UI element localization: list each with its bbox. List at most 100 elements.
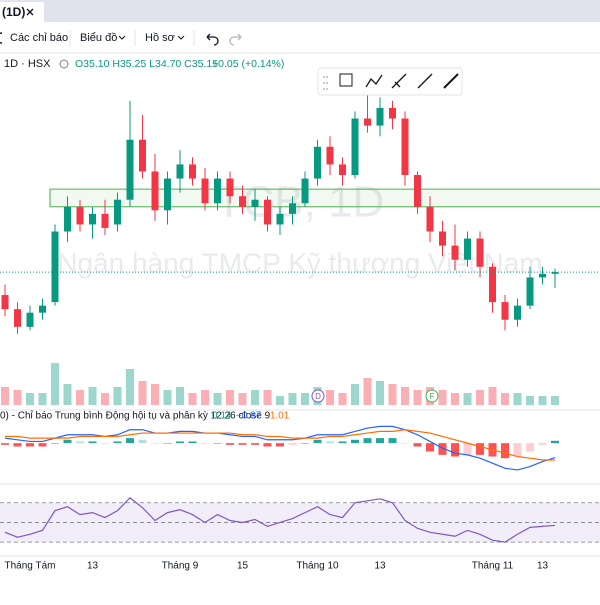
macd-histogram <box>376 438 384 444</box>
chevron <box>177 35 185 40</box>
macd-histogram <box>26 443 34 447</box>
candle-body <box>89 213 96 225</box>
rsi-pane <box>0 497 600 543</box>
main-pane: TCB, 1DNgân hàng TMCP Kỹ thương Việt Nam <box>0 90 600 405</box>
candle-body <box>114 199 121 225</box>
macd-histogram <box>51 443 59 444</box>
candle-body <box>464 238 471 260</box>
chart-menu[interactable]: Biểu đồ <box>80 32 117 44</box>
volume-bar <box>526 396 534 405</box>
macd-histogram <box>226 443 234 445</box>
ray-tool[interactable] <box>443 73 459 89</box>
redo-button[interactable] <box>229 33 242 46</box>
candle-body <box>64 206 71 232</box>
volume-bar <box>51 363 59 405</box>
macd-histogram <box>88 441 97 444</box>
candle-body <box>476 238 484 267</box>
volume-bar <box>226 390 234 405</box>
volume-bar <box>301 393 309 405</box>
candle-body <box>426 206 434 232</box>
event-label: D <box>315 392 321 401</box>
volume-bar <box>376 381 384 405</box>
channel-tool[interactable] <box>391 73 407 89</box>
macd-histogram <box>201 443 209 444</box>
volume-bar <box>338 393 347 405</box>
event-label: F <box>430 392 435 401</box>
volume-bar <box>513 393 522 405</box>
profile-menu[interactable]: Hồ sơ <box>145 32 175 44</box>
candle-body <box>201 178 209 204</box>
macd-histogram <box>63 439 72 444</box>
macd-histogram <box>438 443 447 455</box>
x-tick-label: Tháng Tám <box>5 561 56 572</box>
candle-body <box>226 178 234 197</box>
candle-body <box>264 199 271 225</box>
volume-bar <box>388 384 397 405</box>
candle-body <box>351 118 359 176</box>
candle-body <box>514 305 521 320</box>
x-tick-label: Tháng 9 <box>162 561 199 572</box>
rect-tool[interactable] <box>339 73 353 87</box>
candle-body <box>151 171 159 211</box>
macd-signal-value: −1.01 <box>264 411 290 422</box>
candle-body <box>501 302 509 320</box>
macd-histogram <box>363 438 372 444</box>
volume-bar <box>151 384 159 405</box>
tab-bar <box>0 0 600 22</box>
macd-histogram <box>401 443 409 444</box>
symbol-label: 1D · HSX <box>4 58 51 70</box>
volume-bar <box>326 390 334 405</box>
toolbar <box>0 22 600 53</box>
macd-histogram <box>288 443 297 445</box>
candle-body <box>301 178 309 204</box>
candle-body <box>164 178 171 211</box>
tab-close[interactable] <box>26 8 34 16</box>
volume-bar <box>551 396 559 405</box>
candle-body <box>551 272 559 274</box>
volume-bar <box>251 390 259 405</box>
macd-histogram <box>351 439 359 444</box>
line-tool[interactable] <box>417 73 433 89</box>
candle-body <box>364 118 371 126</box>
volume-bar <box>38 393 47 405</box>
candle-body <box>414 175 421 207</box>
macd-histogram <box>313 439 322 444</box>
macd-macd-line <box>4 425 556 471</box>
macd-histogram <box>238 443 247 445</box>
volume-bar <box>488 387 497 405</box>
path-tool[interactable] <box>365 74 383 88</box>
volume-bar <box>276 396 284 405</box>
macd-histogram <box>476 443 484 455</box>
ohlc-legend: O35.10 H35.25 L34.70 C35.15 <box>75 58 218 70</box>
drawing-toolbar <box>317 67 463 96</box>
candle-body <box>139 139 146 172</box>
candle-body <box>401 118 409 176</box>
macd-histogram <box>301 443 309 444</box>
event-marker <box>311 389 325 403</box>
candle-body <box>39 305 46 313</box>
candle-body <box>251 199 259 207</box>
volume-bar <box>176 387 184 405</box>
undo-button[interactable] <box>206 33 219 46</box>
watermark-name: Ngân hàng TMCP Kỹ thương Việt Nam <box>57 247 542 278</box>
tab[interactable] <box>0 2 44 22</box>
volume-bar <box>538 396 547 405</box>
macd-histogram <box>163 443 172 444</box>
macd-histogram <box>426 443 434 452</box>
volume-bar <box>88 387 97 405</box>
macd-histogram <box>526 443 534 452</box>
drag-handle[interactable] <box>323 76 328 90</box>
volume-bar <box>476 390 484 405</box>
macd-histogram <box>126 438 134 444</box>
macd-histogram <box>251 443 259 445</box>
macd-histogram <box>176 441 184 444</box>
volume-bar <box>138 381 147 405</box>
candle-body <box>289 203 296 214</box>
indicators-button[interactable]: Các chỉ báo <box>10 32 68 44</box>
volume-bar <box>113 387 122 405</box>
volume-bar <box>1 387 9 405</box>
candle-body <box>189 164 196 179</box>
candle-body <box>276 213 284 225</box>
candle-body <box>76 206 84 225</box>
